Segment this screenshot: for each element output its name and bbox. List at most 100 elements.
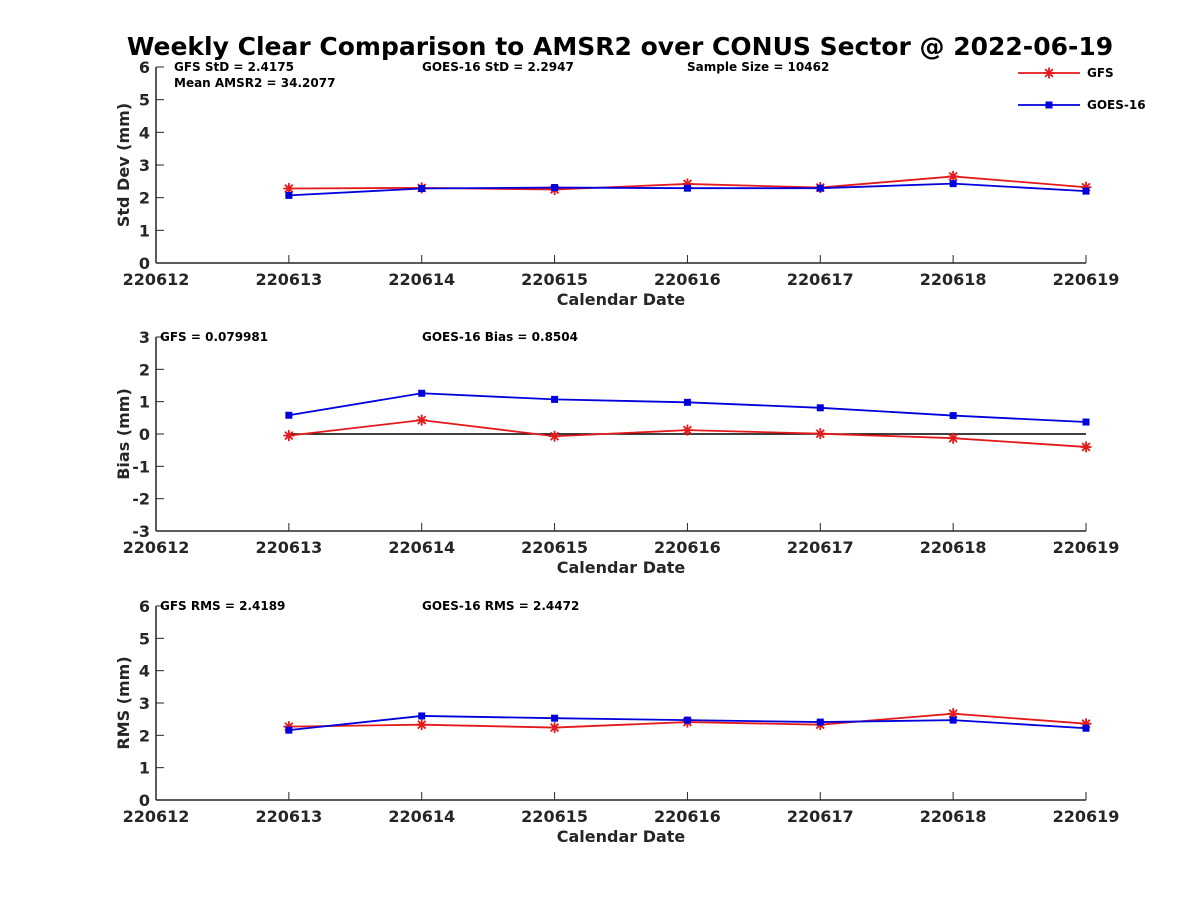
x-tick-label: 220619 bbox=[1053, 538, 1120, 557]
data-point bbox=[551, 184, 559, 192]
series-goes-16 bbox=[285, 180, 1090, 199]
annotation-text: GFS StD = 2.4175 bbox=[174, 60, 294, 74]
annotation-text: Sample Size = 10462 bbox=[687, 60, 829, 74]
data-point bbox=[683, 716, 691, 724]
legend-item-goes-16: GOES-16 bbox=[1018, 98, 1146, 112]
annotation-text: GOES-16 Bias = 0.8504 bbox=[422, 330, 578, 344]
annotation-text: GOES-16 StD = 2.2947 bbox=[422, 60, 574, 74]
data-point bbox=[947, 170, 959, 182]
legend-item-gfs: GFS bbox=[1018, 66, 1114, 80]
data-point bbox=[551, 395, 559, 403]
data-point bbox=[1082, 418, 1090, 426]
panel-2: -3 -2 -1 0 1 2 3 220612 220613 220614 220615 220616… bbox=[114, 328, 1119, 577]
data-point bbox=[418, 185, 426, 193]
data-point bbox=[418, 389, 426, 397]
legend: GFS GOES-16 bbox=[1018, 66, 1146, 112]
data-point bbox=[949, 180, 957, 188]
data-point bbox=[283, 430, 295, 442]
x-tick-label: 220618 bbox=[920, 807, 987, 826]
y-axis-label: RMS (mm) bbox=[114, 656, 133, 749]
x-tick-label: 220615 bbox=[521, 807, 588, 826]
legend-marker bbox=[1045, 101, 1053, 109]
x-tick-label: 220614 bbox=[388, 807, 455, 826]
annotation-text: GFS = 0.079981 bbox=[160, 330, 268, 344]
data-point bbox=[947, 432, 959, 444]
data-point bbox=[416, 719, 428, 731]
data-point bbox=[1080, 181, 1092, 193]
y-tick-label: 3 bbox=[139, 328, 150, 347]
legend-label: GOES-16 bbox=[1087, 98, 1146, 112]
x-axis-label: Calendar Date bbox=[557, 558, 686, 577]
x-tick-label: 220617 bbox=[787, 270, 854, 289]
x-tick-label: 220617 bbox=[787, 538, 854, 557]
y-axis-label: Std Dev (mm) bbox=[114, 103, 133, 227]
data-point bbox=[816, 404, 824, 412]
x-tick-label: 220612 bbox=[123, 807, 190, 826]
y-tick-label: 6 bbox=[139, 58, 150, 77]
data-point bbox=[681, 424, 693, 436]
y-tick-label: 2 bbox=[139, 189, 150, 208]
data-point bbox=[816, 184, 824, 192]
data-point bbox=[1082, 724, 1090, 732]
annotation-text: GFS RMS = 2.4189 bbox=[160, 599, 285, 613]
legend-label: GFS bbox=[1087, 66, 1114, 80]
y-tick-label: 6 bbox=[139, 597, 150, 616]
x-tick-label: 220619 bbox=[1053, 270, 1120, 289]
data-point bbox=[549, 722, 561, 734]
data-point bbox=[683, 398, 691, 406]
figure-title: Weekly Clear Comparison to AMSR2 over CO… bbox=[127, 32, 1113, 61]
data-point bbox=[416, 414, 428, 426]
y-tick-label: 5 bbox=[139, 629, 150, 648]
y-tick-label: 3 bbox=[139, 694, 150, 713]
y-tick-label: 4 bbox=[139, 662, 150, 681]
y-tick-label: -1 bbox=[132, 457, 150, 476]
series-gfs bbox=[283, 414, 1092, 453]
x-tick-label: 220618 bbox=[920, 538, 987, 557]
x-tick-label: 220612 bbox=[123, 538, 190, 557]
x-tick-label: 220614 bbox=[388, 270, 455, 289]
x-tick-label: 220616 bbox=[654, 538, 721, 557]
x-tick-label: 220613 bbox=[255, 807, 322, 826]
data-point bbox=[681, 178, 693, 190]
annotation-text: Mean AMSR2 = 34.2077 bbox=[174, 76, 335, 90]
y-tick-label: 2 bbox=[139, 726, 150, 745]
x-tick-label: 220618 bbox=[920, 270, 987, 289]
data-point bbox=[285, 191, 293, 199]
annotation-text: GOES-16 RMS = 2.4472 bbox=[422, 599, 579, 613]
data-point bbox=[283, 721, 295, 733]
y-tick-label: 1 bbox=[139, 759, 150, 778]
x-axis-label: Calendar Date bbox=[557, 290, 686, 309]
y-tick-label: 0 bbox=[139, 791, 150, 810]
x-tick-label: 220614 bbox=[388, 538, 455, 557]
y-axis-label: Bias (mm) bbox=[114, 388, 133, 480]
data-point bbox=[947, 708, 959, 720]
data-point bbox=[549, 430, 561, 442]
data-point bbox=[816, 718, 824, 726]
data-point bbox=[283, 183, 295, 195]
y-tick-label: -3 bbox=[132, 522, 150, 541]
y-tick-label: 3 bbox=[139, 156, 150, 175]
y-tick-label: -2 bbox=[132, 490, 150, 509]
x-tick-label: 220615 bbox=[521, 270, 588, 289]
y-tick-label: 0 bbox=[139, 425, 150, 444]
x-tick-label: 220619 bbox=[1053, 807, 1120, 826]
data-point bbox=[285, 726, 293, 734]
x-tick-label: 220617 bbox=[787, 807, 854, 826]
data-point bbox=[285, 411, 293, 419]
y-tick-label: 1 bbox=[139, 393, 150, 412]
data-point bbox=[1082, 187, 1090, 195]
series-line bbox=[288, 392, 1087, 423]
panels: 0 1 2 3 4 5 6 220612 220613 220614 220615 220616 220… bbox=[114, 58, 1119, 846]
data-point bbox=[1080, 718, 1092, 730]
legend-marker bbox=[1043, 67, 1055, 79]
panel-3: 0 1 2 3 4 5 6 220612 220613 220614 220615 220616 220… bbox=[114, 597, 1119, 846]
x-tick-label: 220616 bbox=[654, 270, 721, 289]
series-goes-16 bbox=[285, 389, 1090, 426]
x-tick-label: 220613 bbox=[255, 538, 322, 557]
x-axis-label: Calendar Date bbox=[557, 827, 686, 846]
y-tick-label: 5 bbox=[139, 91, 150, 110]
data-point bbox=[418, 712, 426, 720]
data-point bbox=[1080, 441, 1092, 453]
